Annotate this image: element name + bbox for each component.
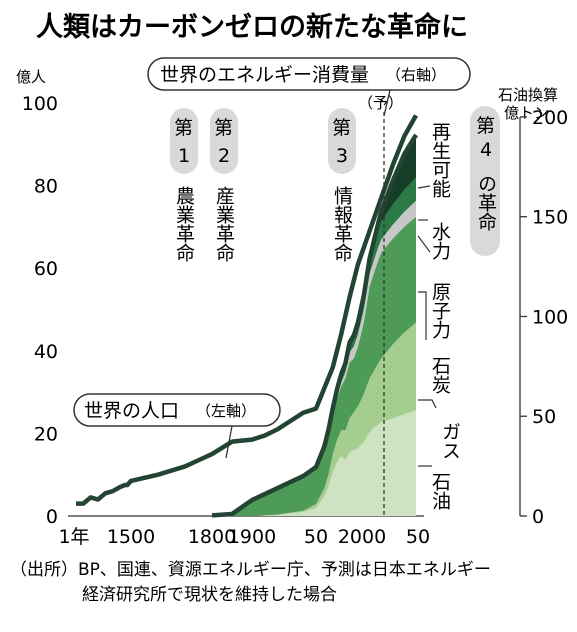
energy-area-3 — [212, 216, 416, 516]
legend-label-2: ガス — [439, 422, 461, 460]
energy-area-5 — [212, 177, 416, 516]
energy-callout-pointer — [383, 89, 391, 117]
revolution-1-prefix: 第 — [174, 117, 193, 139]
revolution-1: 第 1 農業革命 — [170, 108, 198, 262]
right-axis-unit-line-1: 石油換算 — [498, 86, 558, 104]
revolution-2-label: 産業革命 — [213, 186, 235, 262]
left-axis-tick-label: 80 — [34, 176, 58, 198]
legend-leader-4 — [417, 235, 431, 253]
population-callout-box — [73, 393, 281, 427]
energy-total-line — [211, 133, 418, 518]
revolution-4-badge — [470, 106, 500, 256]
x-axis-tick-label: 2000 — [338, 526, 386, 548]
revolution-3: 第 3 情報革命 — [328, 108, 356, 262]
revolution-3-prefix: 第 — [332, 117, 351, 139]
revolution-4-prefix: 第 — [476, 115, 495, 137]
left-axis-tick-label: 0 — [46, 506, 58, 528]
population-callout: 世界の人口 （左軸） — [73, 393, 281, 459]
right-axis-tick-label: 100 — [532, 306, 568, 328]
population-callout-axis-note: （左軸） — [196, 402, 256, 420]
source-line-2: 経済研究所で現状を維持した場合 — [82, 585, 337, 605]
line-layer — [76, 114, 418, 518]
right-axis-unit-line-2: 億トン — [504, 104, 549, 122]
legend-label-1: 石油 — [429, 472, 451, 510]
revolution-4-label: の革命 — [475, 174, 497, 231]
source-line-1: （出所）BP、国連、資源エネルギー庁、予測は日本エネルギー — [10, 560, 491, 580]
revolution-1-label: 農業革命 — [173, 186, 195, 262]
energy-area-layer — [212, 133, 416, 516]
x-axis-tick-label: 50 — [406, 526, 430, 548]
right-axis-tick-label: 150 — [532, 207, 568, 229]
legend-leader-2 — [418, 399, 437, 409]
right-axis-tick-label: 0 — [532, 506, 544, 528]
x-axis-tick-label: 1年 — [58, 526, 89, 548]
revolution-2-prefix: 第 — [214, 117, 233, 139]
revolution-4-number: 4 — [480, 139, 492, 161]
left-axis-unit: 億人 — [16, 68, 46, 86]
forecast-label: （予） — [358, 94, 403, 112]
revolution-2-badge — [210, 108, 238, 174]
population-callout-pointer — [225, 425, 233, 459]
left-axis-tick-label: 40 — [34, 341, 58, 363]
population-callout-name: 世界の人口 — [84, 400, 179, 422]
left-axis-tick-label: 100 — [22, 93, 58, 115]
revolution-1-number: 1 — [178, 145, 190, 167]
x-axis-tick-label: 1900 — [228, 526, 276, 548]
revolution-4: 第 4 の革命 — [470, 106, 500, 256]
energy-legend: 石油 ガス 石炭 原子力 水力 再生可能 — [417, 122, 461, 510]
energy-area-4 — [212, 200, 416, 516]
energy-area-1 — [212, 410, 416, 516]
legend-leader-3 — [418, 291, 427, 340]
right-axis-tick-label: 50 — [532, 406, 556, 428]
legend-label-5: 水力 — [429, 222, 451, 260]
revolution-1-badge — [170, 108, 198, 174]
x-axis-tick-label: 1800 — [188, 526, 236, 548]
energy-callout-axis-note: （右軸） — [386, 66, 446, 84]
right-axis-tick-label: 200 — [532, 107, 568, 129]
legend-label-4: 原子力 — [429, 282, 451, 339]
energy-callout-box — [147, 57, 471, 91]
energy-callout-name: 世界のエネルギー消費量 — [160, 64, 369, 86]
chart-title: 人類はカーボンゼロの新たな革命に — [36, 11, 468, 43]
legend-label-6: 再生可能 — [429, 122, 451, 198]
legend-leader-6 — [417, 185, 431, 189]
x-axis-tick-label: 50 — [304, 526, 328, 548]
revolution-3-label: 情報革命 — [331, 186, 353, 262]
legend-label-3: 石炭 — [429, 356, 451, 394]
energy-callout: 世界のエネルギー消費量 （右軸） — [147, 57, 471, 117]
population-line — [76, 114, 418, 506]
left-axis-tick-label: 60 — [34, 258, 58, 280]
energy-area-2 — [212, 322, 416, 516]
revolution-3-number: 3 — [336, 145, 348, 167]
left-axis-tick-label: 20 — [34, 423, 58, 445]
revolution-3-badge — [328, 108, 356, 174]
x-axis-tick-label: 1500 — [107, 526, 155, 548]
revolution-2: 第 2 産業革命 — [210, 108, 238, 262]
revolution-2-number: 2 — [218, 145, 230, 167]
